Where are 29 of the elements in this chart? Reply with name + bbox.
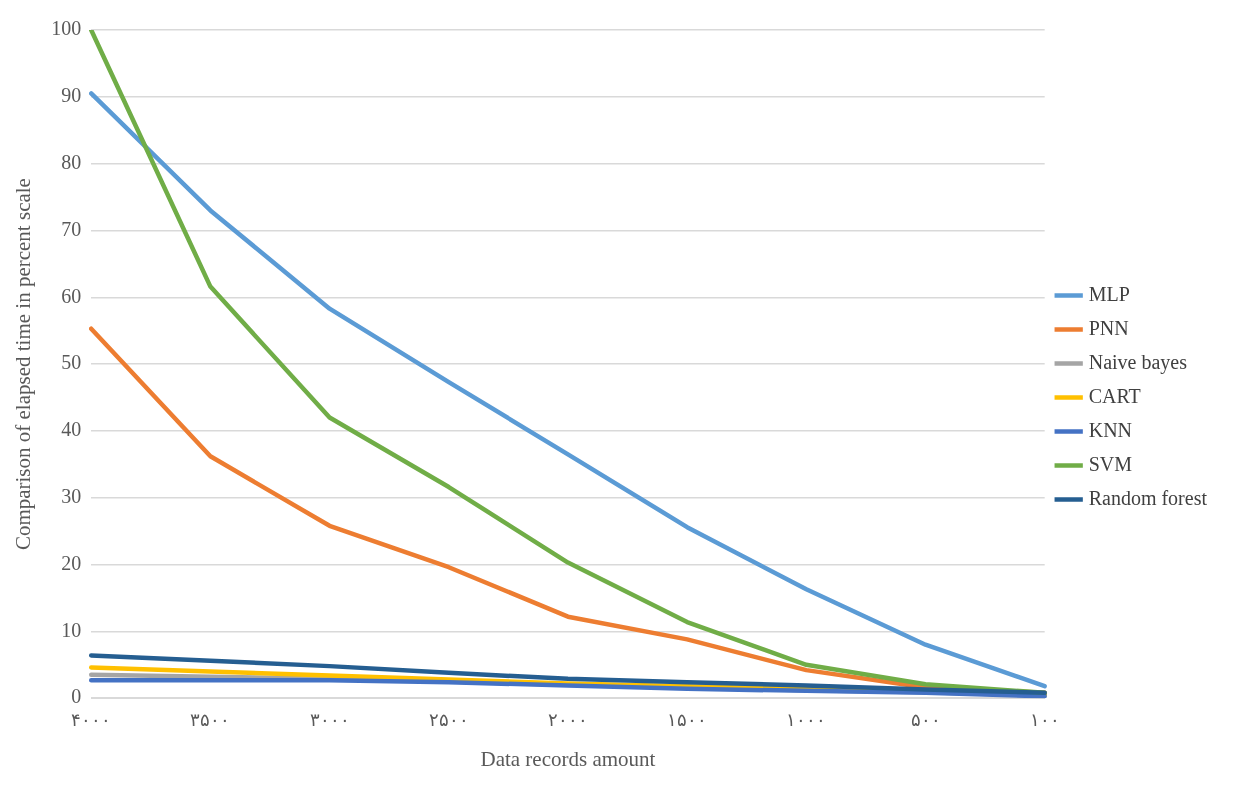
x-tick-label: ۱۰۰ xyxy=(1029,709,1060,730)
legend-label: KNN xyxy=(1088,418,1133,441)
legend-label: CART xyxy=(1088,384,1141,407)
y-tick-label: 20 xyxy=(61,551,82,574)
x-tick-label: ۵۰۰ xyxy=(910,709,941,730)
y-tick-label: 30 xyxy=(61,484,82,507)
legend-label: SVM xyxy=(1088,452,1133,475)
x-tick-label: ۱۵۰۰ xyxy=(667,709,708,730)
y-tick-label: 90 xyxy=(61,84,82,107)
y-tick-label: 80 xyxy=(61,150,82,173)
x-tick-label: ۳۰۰۰ xyxy=(309,709,350,730)
y-tick-label: 50 xyxy=(61,351,82,374)
y-tick-label: 10 xyxy=(61,618,82,641)
y-tick-label: 70 xyxy=(61,217,82,240)
legend-label: Naive bayes xyxy=(1088,350,1188,374)
x-tick-label: ۲۵۰۰ xyxy=(428,709,469,730)
x-tick-label: ۴۰۰۰ xyxy=(71,709,112,730)
y-tick-label: 100 xyxy=(51,17,82,40)
legend-label: PNN xyxy=(1088,316,1129,339)
legend-label: Random forest xyxy=(1088,486,1208,509)
x-tick-label: ۲۰۰۰ xyxy=(547,709,588,730)
x-tick-label: ۳۵۰۰ xyxy=(190,709,231,730)
y-axis-title: Comparison of elapsed time in percent scale xyxy=(11,178,36,551)
y-tick-label: 0 xyxy=(71,685,82,708)
x-axis-title: Data records amount xyxy=(480,746,656,771)
x-tick-label: ۱۰۰۰ xyxy=(786,709,827,730)
y-tick-label: 40 xyxy=(61,418,82,441)
y-tick-label: 60 xyxy=(61,284,82,307)
legend-label: MLP xyxy=(1088,282,1130,305)
